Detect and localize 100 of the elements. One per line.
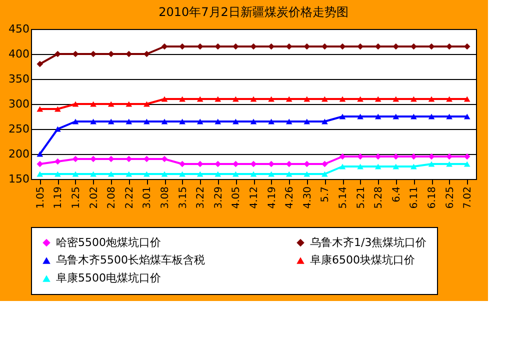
point [410,114,417,120]
y-tick-label: 300 [8,98,30,110]
x-tick-label: 4.26 [284,186,296,209]
point [54,126,61,132]
point [250,118,257,124]
point [250,96,257,102]
point [250,160,257,168]
point [322,43,328,50]
point [72,101,79,107]
point [179,118,186,124]
x-tick-label: 6.25 [444,186,456,209]
point [357,96,364,102]
point [339,153,346,160]
point [250,43,257,50]
point [322,96,328,102]
point [126,101,132,107]
point [322,171,328,177]
point [54,106,61,112]
x-tick-label: 6.4 [391,186,402,202]
point [428,114,435,120]
point [464,161,470,167]
point [54,171,61,177]
point [179,171,186,177]
point [339,43,346,50]
point [446,114,452,120]
point [392,96,400,102]
x-tick-label: 5.21 [356,186,367,209]
point [428,153,435,160]
point [144,171,150,177]
x-tick-label: 2.02 [88,186,100,209]
point [357,153,364,160]
point [144,118,150,124]
x-tick-label: 7.02 [462,186,474,209]
point [72,50,79,58]
y-tick-label: 400 [8,48,30,60]
point [446,96,452,102]
point [214,96,222,102]
point [144,50,150,58]
x-tick-label: 4.19 [266,186,278,209]
point [179,160,186,168]
point [36,160,44,168]
point [446,153,452,160]
y-tick-label: 200 [8,148,30,160]
point [410,96,417,102]
point [232,171,239,177]
point [322,118,328,124]
point [232,118,239,124]
point [36,106,44,112]
point [108,101,114,107]
point [339,114,346,120]
point [108,171,114,177]
point [179,43,186,50]
point [232,160,239,168]
x-tick-label: 3.01 [142,186,154,209]
point [72,171,79,177]
x-tick-label: 5.14 [338,186,349,209]
point [90,118,96,124]
point [446,43,452,50]
point [126,171,132,177]
x-tick-label: 2.22 [124,186,136,209]
point [90,50,96,58]
point [232,96,239,102]
legend-label: 阜康6500块煤坑口价 [310,254,415,266]
point [357,43,364,50]
point [286,118,292,124]
x-tick-label: 3.22 [196,186,207,209]
x-tick-label: 5.7 [320,186,332,202]
point [36,171,44,177]
point [268,160,274,168]
point [339,164,346,170]
x-tick-label: 6.11 [409,186,420,209]
point [304,171,310,177]
point [108,118,114,124]
chart-title: 2010年7月2日新疆煤炭价格走势图 [158,5,348,19]
point [268,118,274,124]
point [357,164,364,170]
point [54,158,61,165]
y-tick-label: 150 [8,172,30,186]
point [428,161,435,167]
legend-label: 乌鲁木齐1/3焦煤坑口价 [310,236,427,249]
point [410,43,417,50]
point [144,156,150,162]
x-tick-label: 4.12 [249,186,260,209]
point [268,43,274,50]
point [144,101,150,107]
point [126,118,132,124]
point [339,96,346,102]
point [90,171,96,177]
point [161,118,168,124]
point [196,171,204,177]
point [464,114,470,120]
point [392,114,400,120]
point [410,153,417,160]
point [54,50,61,58]
point [304,118,310,124]
point [214,118,222,124]
x-tick-label: 4.30 [302,186,314,209]
point [196,96,204,102]
point [36,60,44,68]
point [214,171,222,177]
